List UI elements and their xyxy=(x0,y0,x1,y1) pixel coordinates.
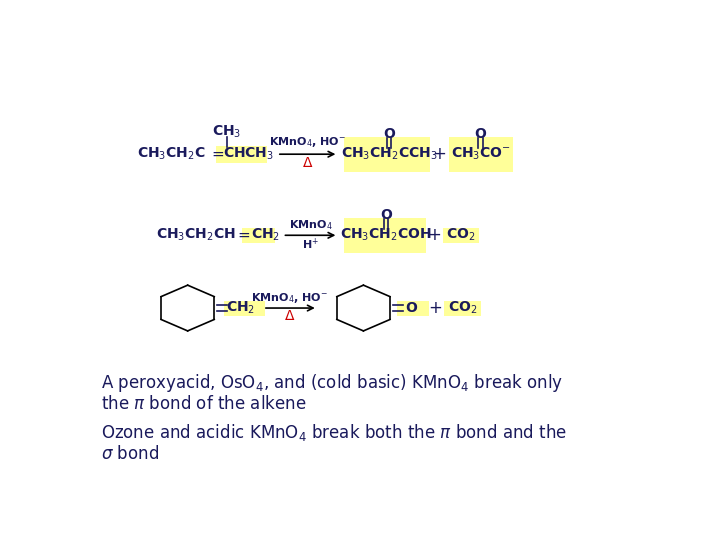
Text: $\Delta$: $\Delta$ xyxy=(302,157,313,170)
Text: $\sigma$ bond: $\sigma$ bond xyxy=(101,444,159,463)
Text: KMnO$_4$, HO$^{-}$: KMnO$_4$, HO$^{-}$ xyxy=(251,291,328,305)
Text: CH$_3$CO$^{-}$: CH$_3$CO$^{-}$ xyxy=(451,146,510,163)
Text: O: O xyxy=(474,127,487,141)
Text: CH$_3$CH$_2$COH: CH$_3$CH$_2$COH xyxy=(340,227,431,244)
FancyBboxPatch shape xyxy=(215,146,267,163)
FancyBboxPatch shape xyxy=(344,137,431,172)
Text: CH$_2$: CH$_2$ xyxy=(251,227,280,244)
Text: H$^{+}$: H$^{+}$ xyxy=(302,237,319,252)
Text: O: O xyxy=(383,127,395,141)
FancyBboxPatch shape xyxy=(449,137,513,172)
Text: O: O xyxy=(380,208,392,222)
Text: KMnO$_4$, HO$^{-}$: KMnO$_4$, HO$^{-}$ xyxy=(269,134,346,149)
Text: CH$_3$: CH$_3$ xyxy=(212,123,241,139)
FancyBboxPatch shape xyxy=(344,218,426,253)
Text: CH$_3$CH$_2$CCH$_3$: CH$_3$CH$_2$CCH$_3$ xyxy=(341,146,437,163)
FancyBboxPatch shape xyxy=(243,228,275,243)
Text: KMnO$_4$: KMnO$_4$ xyxy=(289,218,332,232)
FancyBboxPatch shape xyxy=(224,301,265,315)
Text: CH$_3$CH$_2$C: CH$_3$CH$_2$C xyxy=(137,146,205,163)
Text: A peroxyacid, OsO$_4$, and (cold basic) KMnO$_4$ break only: A peroxyacid, OsO$_4$, and (cold basic) … xyxy=(101,372,563,394)
Text: CH$_2$: CH$_2$ xyxy=(226,300,255,316)
Text: CH$_3$CH$_2$CH: CH$_3$CH$_2$CH xyxy=(156,227,236,244)
FancyBboxPatch shape xyxy=(444,301,481,315)
Text: $+$: $+$ xyxy=(428,299,442,317)
Text: CO$_2$: CO$_2$ xyxy=(448,300,477,316)
Text: Ozone and acidic KMnO$_4$ break both the $\pi$ bond and the: Ozone and acidic KMnO$_4$ break both the… xyxy=(101,422,567,443)
Text: $+$: $+$ xyxy=(432,145,446,163)
Text: $\Delta$: $\Delta$ xyxy=(284,309,295,323)
FancyBboxPatch shape xyxy=(397,301,429,315)
Text: O: O xyxy=(405,301,417,315)
FancyBboxPatch shape xyxy=(444,228,480,243)
Text: CO$_2$: CO$_2$ xyxy=(446,227,476,244)
Text: $=$: $=$ xyxy=(235,227,251,242)
Text: CHCH$_3$: CHCH$_3$ xyxy=(223,146,274,163)
Text: $+$: $+$ xyxy=(427,226,441,244)
Text: the $\pi$ bond of the alkene: the $\pi$ bond of the alkene xyxy=(101,395,307,413)
Text: $=$: $=$ xyxy=(209,146,225,161)
